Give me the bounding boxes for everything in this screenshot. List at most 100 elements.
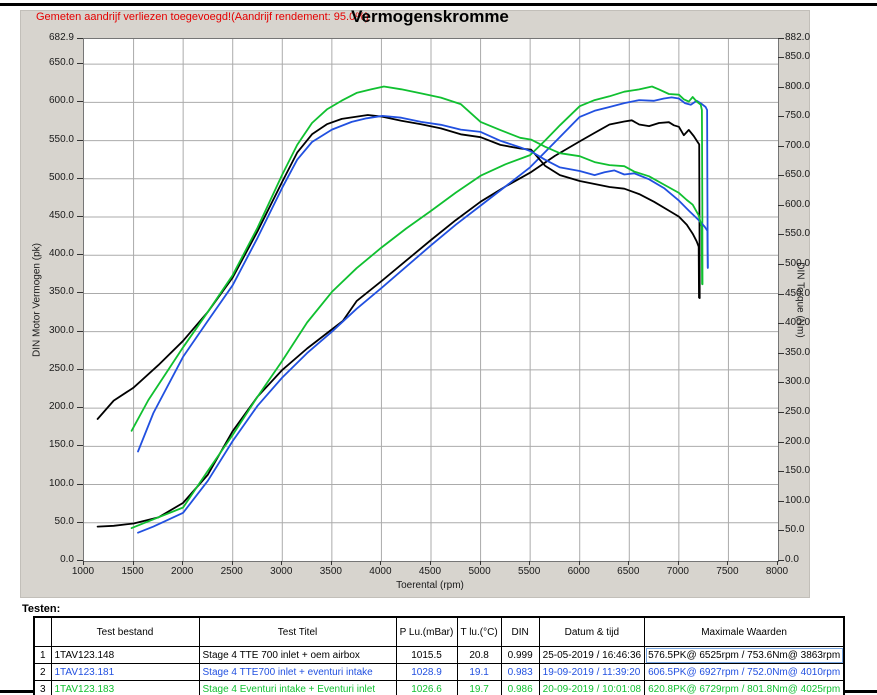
right-axis-tick-mark [778,293,784,295]
table-cell[interactable]: 19.7 [456,680,502,695]
right-axis-tick-mark [778,204,784,206]
chart-title: Vermogenskromme [351,7,509,26]
left-axis-tick-label: 300.0 [48,324,74,336]
x-axis-tick-mark [777,561,778,565]
column-header-rownum [33,616,52,647]
left-axis-tick-label: 550.0 [48,133,74,145]
right-axis-tick-mark [778,234,784,236]
right-axis-tick-label: 150.0 [785,465,811,477]
drivetrain-loss-annotation: Gemeten aandrijf verliezen toegevoegd!(A… [36,11,369,23]
table-cell[interactable]: 20.8 [456,646,502,664]
table-cell[interactable]: 1015.5 [395,646,458,664]
table-cell[interactable]: 1028.9 [395,663,458,681]
right-axis-tick-label: 100.0 [785,494,811,506]
x-axis-tick-label: 7000 [666,566,689,577]
x-axis-tick-mark [578,561,580,565]
table-row: 2 1TAV123.181 Stage 4 TTE700 inlet + event… [33,663,845,681]
x-axis-tick-mark [132,561,134,565]
right-axis-tick-label: 250.0 [785,406,811,418]
table-cell[interactable]: 20-09-2019 / 10:01:08 [538,680,646,695]
table-cell[interactable]: 0.999 [500,646,540,664]
left-axis-tick-label: 450.0 [48,210,74,222]
tests-section-label: Testen: [22,603,61,615]
right-axis-tick-mark [778,56,784,58]
right-axis-tick-mark [778,471,784,473]
chart-svg [84,39,778,561]
table-cell[interactable]: 1026.6 [395,680,458,695]
x-axis-tick-label: 2500 [220,566,243,577]
table-cell[interactable]: 0.983 [500,663,540,681]
x-axis-tick-label: 1000 [71,566,95,577]
left-axis-tick-mark [77,254,83,256]
x-axis-tick-mark [727,561,729,565]
table-cell[interactable]: 0.986 [500,680,540,695]
table-cell[interactable]: 1TAV123.183 [50,680,200,695]
table-cell[interactable]: 19.1 [456,663,502,681]
x-axis-tick-label: 7500 [716,566,739,577]
right-axis-tick-mark [778,116,784,118]
left-axis-tick-label: 350.0 [48,286,74,298]
left-axis-tick-mark [77,101,83,103]
column-header: Test bestand [50,616,200,647]
tests-table: Test bestand Test Titel P Lu.(mBar) T lu.(°… [33,616,846,695]
right-axis-tick-label: 200.0 [785,435,811,447]
curve-1tav123-148-vermogen-pk- [96,119,701,528]
right-axis-tick-label: 400.0 [785,317,811,329]
left-axis-tick-label: 500.0 [48,171,74,183]
right-axis-tick-label: 850.0 [785,50,811,62]
table-cell[interactable]: 1TAV123.181 [50,663,200,681]
right-axis-tick-label: 50.0 [785,524,805,536]
right-axis-tick-mark [778,412,784,414]
table-cell[interactable]: Stage 4 TTE 700 inlet + oem airbox [198,646,397,664]
left-axis-tick-label: 600.0 [48,95,74,107]
x-axis-tick-label: 1500 [121,566,144,577]
right-axis-tick-mark [778,352,784,354]
x-axis-tick-label: 6000 [567,566,590,577]
x-axis-tick-label: 5500 [518,566,541,577]
x-axis-tick-label: 2000 [171,566,194,577]
right-axis-tick-label: 700.0 [785,139,811,151]
table-cell[interactable]: 1TAV123.148 [50,646,200,664]
right-axis-tick-mark [778,323,784,325]
x-axis-tick-label: 4500 [418,566,442,577]
table-row: 3 1TAV123.183 Stage 4 Eventuri intake + Ev… [33,680,845,695]
right-axis-tick-mark [778,560,784,561]
x-axis-tick-mark [182,561,184,565]
x-axis-tick-mark [430,561,431,565]
left-axis-tick-label: 682.9 [48,32,74,43]
right-axis-tick-label: 0.0 [785,554,799,565]
row-number: 1 [33,646,52,664]
right-axis-tick-mark [778,382,784,384]
table-cell[interactable]: 19-09-2019 / 11:39:20 [538,663,646,681]
right-axis-tick-mark [778,441,784,443]
table-cell[interactable]: 576.5PK@ 6525rpm / 753.6Nm@ 3863rpm [644,646,845,664]
x-axis-title: Toerental (rpm) [396,580,464,591]
left-axis-tick-mark [77,139,83,141]
right-axis-tick-label: 350.0 [785,346,811,358]
table-cell[interactable]: Stage 4 Eventuri intake + Eventuri inlet [198,680,397,695]
left-axis-title: DIN Motor Vermogen (pk) [31,243,43,357]
table-body: 1 1TAV123.148 Stage 4 TTE 700 inlet + oem … [33,646,845,695]
curve-1tav123-183-koppel-nm- [130,85,703,432]
x-axis-tick-mark [330,561,332,565]
left-axis-tick-label: 150.0 [48,439,74,451]
x-axis-tick-label: 3000 [270,566,293,577]
left-axis-tick-label: 250.0 [48,362,74,374]
left-axis-tick-label: 100.0 [48,477,74,489]
right-axis-tick-mark [778,175,784,177]
x-axis-tick-mark [529,561,531,565]
left-axis-tick-mark [77,177,83,179]
table-cell[interactable]: 606.5PK@ 6927rpm / 752.0Nm@ 4010rpm [644,663,845,681]
right-axis-tick-label: 550.0 [785,228,811,240]
table-cell[interactable]: 25-05-2019 / 16:46:36 [538,646,646,664]
table-cell[interactable]: 620.8PK@ 6729rpm / 801.8Nm@ 4025rpm [644,680,845,695]
table-row: 1 1TAV123.148 Stage 4 TTE 700 inlet + oem … [33,646,845,664]
table-cell[interactable]: Stage 4 TTE700 inlet + eventuri intake [198,663,397,681]
left-axis-tick-label: 650.0 [48,57,74,69]
right-axis-tick-label: 650.0 [785,169,811,181]
x-axis-tick-mark [628,561,630,565]
left-axis-tick-mark [77,407,83,409]
right-axis-title: DIN Torque (Nm) [794,262,806,338]
x-axis-tick-label: 5000 [468,566,491,577]
plot-area [83,38,779,562]
